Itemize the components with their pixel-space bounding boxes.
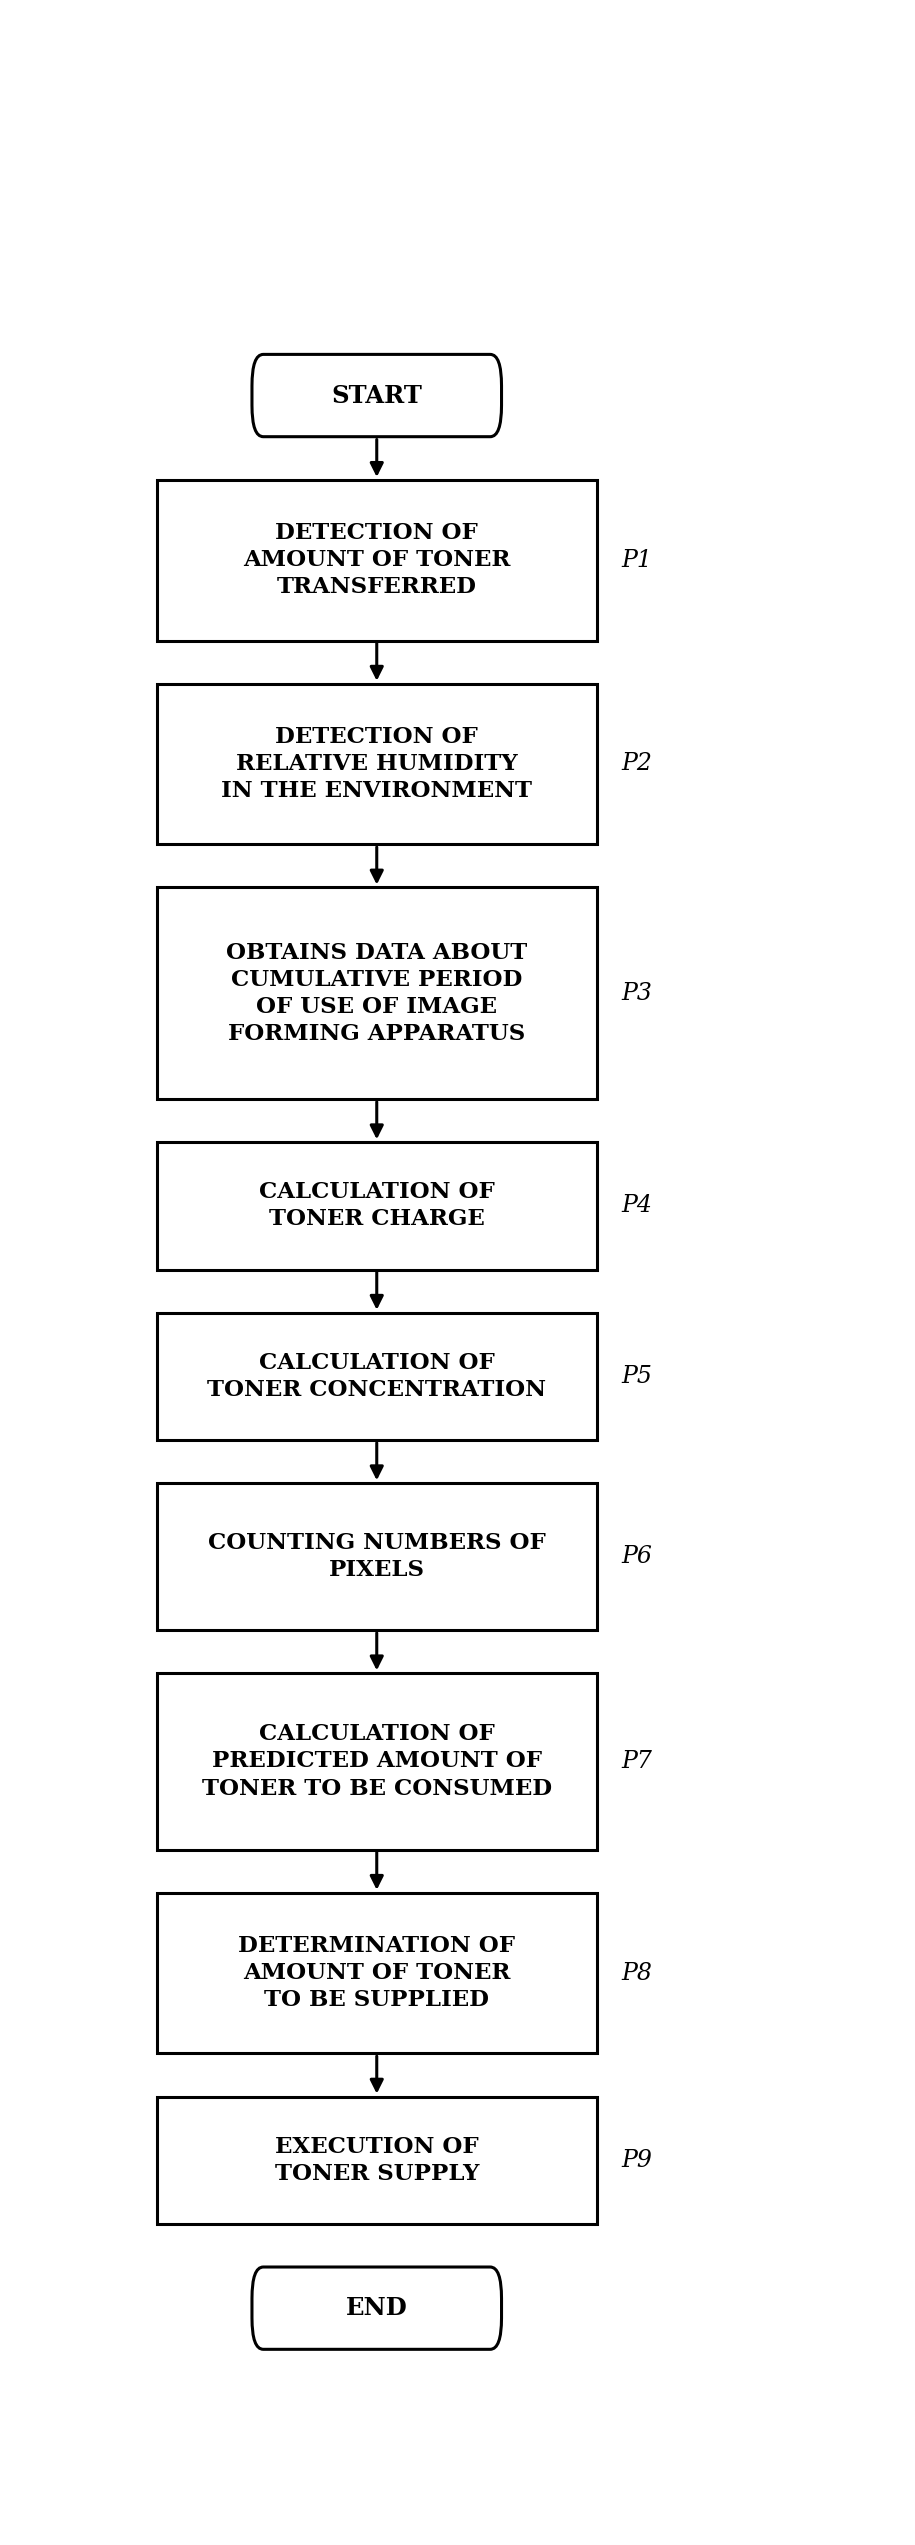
Bar: [157, 1143, 597, 1270]
Bar: [157, 888, 597, 1099]
Bar: [157, 685, 597, 845]
Text: OBTAINS DATA ABOUT
CUMULATIVE PERIOD
OF USE OF IMAGE
FORMING APPARATUS: OBTAINS DATA ABOUT CUMULATIVE PERIOD OF …: [226, 942, 527, 1046]
Bar: [157, 2097, 597, 2224]
Text: START: START: [331, 384, 422, 407]
Text: P7: P7: [621, 1751, 652, 1774]
Bar: [157, 1893, 597, 2054]
Bar: [157, 1484, 597, 1631]
Text: P1: P1: [621, 550, 652, 573]
Text: P8: P8: [621, 1962, 652, 1985]
FancyBboxPatch shape: [252, 354, 501, 438]
FancyBboxPatch shape: [252, 2268, 501, 2349]
Text: P9: P9: [621, 2148, 652, 2171]
Text: CALCULATION OF
TONER CONCENTRATION: CALCULATION OF TONER CONCENTRATION: [208, 1351, 546, 1400]
Bar: [157, 1313, 597, 1440]
Text: END: END: [346, 2296, 407, 2321]
Text: DETECTION OF
AMOUNT OF TONER
TRANSFERRED: DETECTION OF AMOUNT OF TONER TRANSFERRED: [243, 522, 511, 598]
Text: DETECTION OF
RELATIVE HUMIDITY
IN THE ENVIRONMENT: DETECTION OF RELATIVE HUMIDITY IN THE EN…: [221, 725, 533, 802]
Text: COUNTING NUMBERS OF
PIXELS: COUNTING NUMBERS OF PIXELS: [208, 1532, 545, 1580]
Text: EXECUTION OF
TONER SUPPLY: EXECUTION OF TONER SUPPLY: [274, 2135, 479, 2184]
Text: P6: P6: [621, 1545, 652, 1568]
Text: P3: P3: [621, 982, 652, 1005]
Text: CALCULATION OF
PREDICTED AMOUNT OF
TONER TO BE CONSUMED: CALCULATION OF PREDICTED AMOUNT OF TONER…: [201, 1723, 552, 1799]
Bar: [157, 481, 597, 641]
Text: CALCULATION OF
TONER CHARGE: CALCULATION OF TONER CHARGE: [259, 1181, 495, 1229]
Text: P5: P5: [621, 1364, 652, 1387]
Text: DETERMINATION OF
AMOUNT OF TONER
TO BE SUPPLIED: DETERMINATION OF AMOUNT OF TONER TO BE S…: [238, 1934, 515, 2011]
Bar: [157, 1672, 597, 1850]
Text: P2: P2: [621, 753, 652, 776]
Text: P4: P4: [621, 1194, 652, 1217]
